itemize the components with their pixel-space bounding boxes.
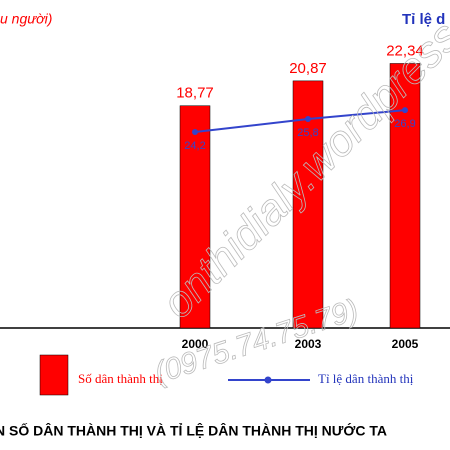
line-value-label: 24,2 [184, 140, 205, 152]
x-tick-label: 2003 [295, 337, 322, 351]
bar-value-label: 18,77 [176, 85, 214, 102]
bar [292, 80, 324, 329]
legend-label: Tỉ lệ dân thành thị [318, 371, 414, 386]
line-point [305, 116, 311, 123]
line-point [192, 129, 198, 136]
y-axis-label: u người) [0, 11, 52, 27]
line-value-label: 26,9 [394, 118, 415, 130]
bar [179, 105, 211, 329]
line-value-label: 25,8 [297, 127, 318, 139]
bar [389, 63, 421, 329]
bar-value-label: 20,87 [289, 60, 327, 77]
chart-title: N SỐ DÂN THÀNH THỊ VÀ TỈ LỆ DÂN THÀNH TH… [0, 422, 387, 439]
legend-swatch [39, 354, 69, 396]
x-tick-label: 2000 [182, 337, 209, 351]
line-point [402, 107, 408, 114]
legend-marker [264, 376, 272, 384]
y2-axis-label: Tỉ lệ d [402, 11, 445, 28]
legend-label: Số dân thành thị [78, 371, 163, 386]
x-tick-label: 2005 [392, 337, 419, 351]
bar-value-label: 22,34 [386, 42, 424, 59]
